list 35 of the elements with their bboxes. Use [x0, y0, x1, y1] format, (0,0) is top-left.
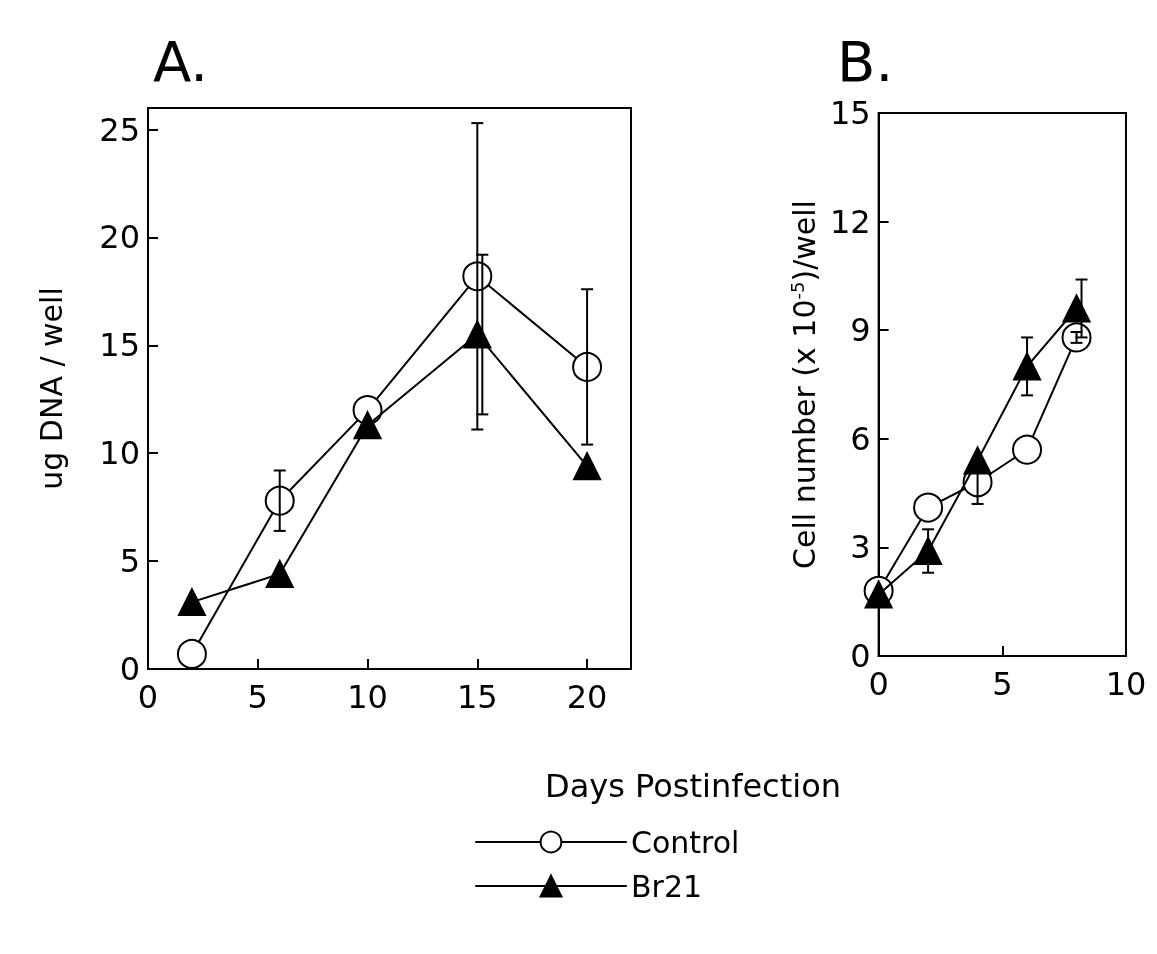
point: [176, 638, 207, 669]
x-axis-title: Days Postinfection: [545, 767, 841, 805]
y-tick-label: 6: [850, 419, 871, 458]
x-tick-label: 5: [992, 665, 1013, 703]
x-tick-label: 10: [347, 678, 388, 716]
x-tick-label: 5: [247, 678, 268, 716]
y-tick-label: 0: [850, 637, 871, 675]
y-tick-label: 12: [829, 202, 871, 241]
point: [1062, 294, 1091, 323]
y-axis-title: ug DNA / well: [33, 287, 69, 490]
point: [913, 492, 944, 523]
y-tick-label: 20: [99, 218, 140, 257]
point: [177, 588, 206, 617]
y-tick-label: 15: [829, 94, 871, 132]
legend-label: Control: [631, 824, 740, 860]
point: [572, 351, 603, 382]
x-tick-label: 15: [456, 678, 498, 716]
point: [265, 560, 294, 589]
y-tick-label: 15: [99, 326, 140, 365]
y-axis-title: Cell number (x 10-5)/well: [786, 200, 822, 569]
point: [264, 485, 295, 516]
point: [573, 452, 602, 481]
point: [1012, 434, 1043, 465]
y-tick-label: 5: [119, 542, 140, 581]
x-tick-label: 20: [566, 678, 608, 716]
legend-label: Br21: [631, 868, 703, 904]
chart-title: B.: [837, 28, 894, 94]
y-tick-label: 9: [850, 311, 871, 350]
point: [353, 411, 382, 440]
y-tick-label: 10: [99, 434, 140, 473]
y-tick-label: 25: [99, 110, 140, 149]
chart-title: A.: [153, 28, 209, 94]
point: [963, 446, 992, 475]
y-tick-label: 3: [850, 528, 871, 567]
x-tick-label: 10: [1105, 665, 1147, 703]
